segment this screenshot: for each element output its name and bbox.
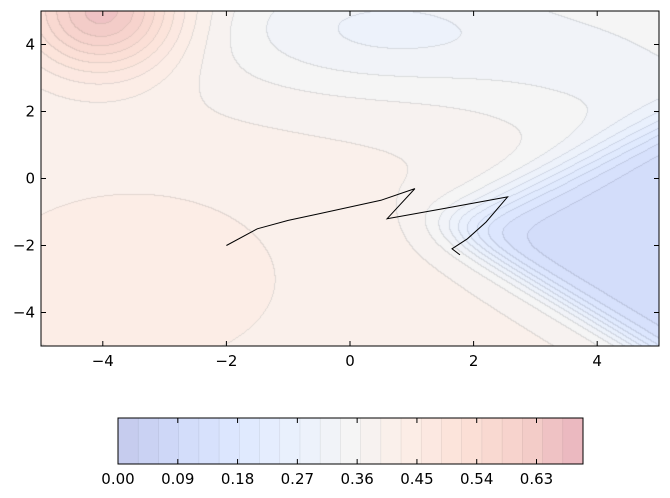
colorbar-band	[158, 418, 180, 464]
x-tick-label: 2	[469, 352, 479, 370]
colorbar-band	[401, 418, 422, 464]
colorbar-tick-label: 0.45	[400, 470, 433, 488]
y-tick-label: 0	[25, 170, 35, 188]
colorbar-tick-label: 0.63	[520, 470, 553, 488]
x-tick-label: 0	[345, 352, 355, 370]
colorbar-band	[239, 418, 260, 464]
colorbar-tick-label: 0.54	[460, 470, 493, 488]
colorbar-band	[481, 418, 503, 464]
colorbar-tick-label: 0.27	[281, 470, 314, 488]
colorbar-band	[279, 418, 301, 464]
colorbar-band	[118, 418, 139, 464]
colorbar-tick-label: 0.36	[340, 470, 373, 488]
colorbar-band	[178, 418, 200, 464]
colorbar: 0.00 0.09 0.18 0.27 0.36 0.45 0.54 0.63	[101, 417, 584, 488]
colorbar-band	[441, 418, 463, 464]
y-tick-label: −2	[13, 237, 35, 255]
colorbar-band	[219, 418, 240, 464]
colorbar-band	[502, 418, 523, 464]
colorbar-band	[259, 418, 281, 464]
colorbar-band	[380, 418, 402, 464]
x-tick-label: −4	[92, 352, 114, 370]
contour-field	[41, 11, 659, 346]
colorbar-band	[198, 418, 220, 464]
colorbar-band	[562, 418, 584, 464]
colorbar-band	[522, 418, 543, 464]
colorbar-tick-label: 0.09	[161, 470, 194, 488]
colorbar-band	[421, 418, 442, 464]
colorbar-band	[360, 418, 382, 464]
colorbar-tick-label: 0.18	[221, 470, 254, 488]
y-tick-label: 4	[25, 36, 35, 54]
colorbar-band	[542, 418, 564, 464]
colorbar-tick-label: 0.00	[101, 470, 134, 488]
colorbar-band	[461, 418, 483, 464]
colorbar-band	[320, 418, 341, 464]
y-tick-label: 2	[25, 103, 35, 121]
colorbar-band	[340, 418, 362, 464]
x-axis: −4 −2 0 2 4	[92, 11, 602, 370]
trajectory-line	[226, 188, 509, 256]
colorbar-band	[299, 418, 321, 464]
y-tick-label: −4	[13, 304, 35, 322]
x-tick-label: −2	[215, 352, 237, 370]
y-axis: −4 −2 0 2 4	[13, 36, 659, 322]
colorbar-frame	[117, 417, 584, 465]
x-tick-label: 4	[592, 352, 602, 370]
colorbar-band	[138, 418, 159, 464]
plot-area	[41, 11, 659, 346]
